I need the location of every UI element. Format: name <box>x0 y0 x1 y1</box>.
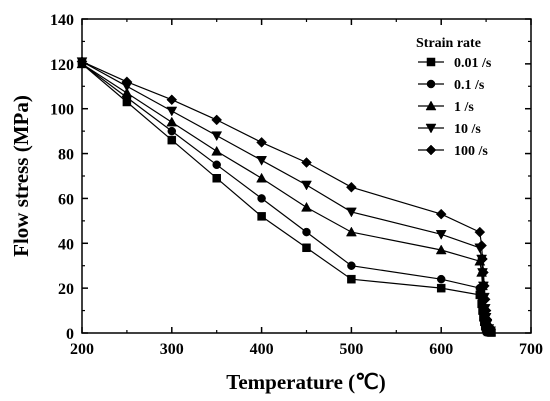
data-point <box>212 173 221 183</box>
y-tick-label: 60 <box>58 191 74 208</box>
data-point <box>435 208 447 220</box>
data-point <box>345 207 357 218</box>
y-tick-label: 0 <box>66 326 74 343</box>
x-tick-label: 200 <box>70 341 94 358</box>
series-4 <box>76 56 496 335</box>
data-point <box>257 212 266 221</box>
data-point <box>347 261 356 270</box>
y-tick-label: 140 <box>50 12 74 29</box>
legend-label: 10 /s <box>454 122 481 137</box>
data-point <box>301 201 312 212</box>
data-point <box>256 137 267 148</box>
data-point <box>478 280 490 292</box>
data-point <box>485 324 496 335</box>
series-2 <box>76 58 497 336</box>
series-line <box>81 61 492 330</box>
data-point <box>435 230 447 240</box>
data-point <box>166 106 178 117</box>
data-point <box>76 56 88 67</box>
x-tick-label: 500 <box>339 341 363 358</box>
data-point <box>302 243 311 253</box>
data-point <box>346 181 357 193</box>
data-point <box>347 274 356 284</box>
series-layer <box>76 56 497 337</box>
data-point <box>121 76 133 88</box>
data-point <box>476 240 487 251</box>
data-point <box>345 226 357 237</box>
axis-ticks: 200 300 400 500 600 700 0 20 40 60 80 100 120 140 <box>50 12 543 358</box>
x-tick-label: 600 <box>429 341 453 358</box>
legend-label: 0.1 /s <box>454 78 485 93</box>
data-point <box>474 226 486 238</box>
data-point <box>121 87 133 98</box>
data-point <box>166 94 178 106</box>
x-tick-label: 700 <box>519 341 543 358</box>
data-point <box>211 145 223 156</box>
data-point <box>478 267 489 278</box>
legend-marker <box>425 123 437 134</box>
legend-label: 100 /s <box>454 144 488 159</box>
y-tick-label: 80 <box>58 147 74 164</box>
legend-label: 0.01 /s <box>454 56 492 71</box>
data-point <box>211 114 223 126</box>
x-tick-label: 400 <box>250 341 274 358</box>
data-point <box>301 180 312 191</box>
y-tick-label: 40 <box>58 236 74 253</box>
data-point <box>256 172 268 183</box>
y-tick-label: 100 <box>50 102 74 119</box>
series-3 <box>76 57 497 337</box>
data-point <box>302 227 311 237</box>
data-point <box>435 244 447 255</box>
data-point <box>257 194 266 203</box>
data-point <box>212 160 221 170</box>
legend-label: 1 /s <box>454 100 474 115</box>
series-line <box>81 61 492 332</box>
data-point <box>166 116 178 127</box>
y-tick-label: 120 <box>50 57 74 74</box>
data-point <box>167 126 177 136</box>
y-tick-label: 20 <box>58 281 74 298</box>
data-point <box>301 157 312 168</box>
data-point <box>436 283 446 293</box>
data-point <box>256 156 268 166</box>
legend-title: Strain rate <box>416 36 481 51</box>
data-point <box>479 294 491 305</box>
legend-marker <box>426 79 436 89</box>
legend-marker <box>426 57 436 67</box>
data-point <box>477 253 488 265</box>
legend: Strain rate 0.01 /s 0.1 /s 1 /s 10 /s 100 /s <box>416 36 492 159</box>
data-point <box>436 274 446 284</box>
legend-marker <box>425 100 437 111</box>
y-axis-title: Flow stress (MPa) <box>9 95 33 257</box>
legend-marker <box>425 144 437 156</box>
x-axis-title: Temperature (℃) <box>226 370 385 394</box>
data-point <box>211 131 223 142</box>
data-point <box>167 135 177 145</box>
x-tick-label: 300 <box>160 341 184 358</box>
